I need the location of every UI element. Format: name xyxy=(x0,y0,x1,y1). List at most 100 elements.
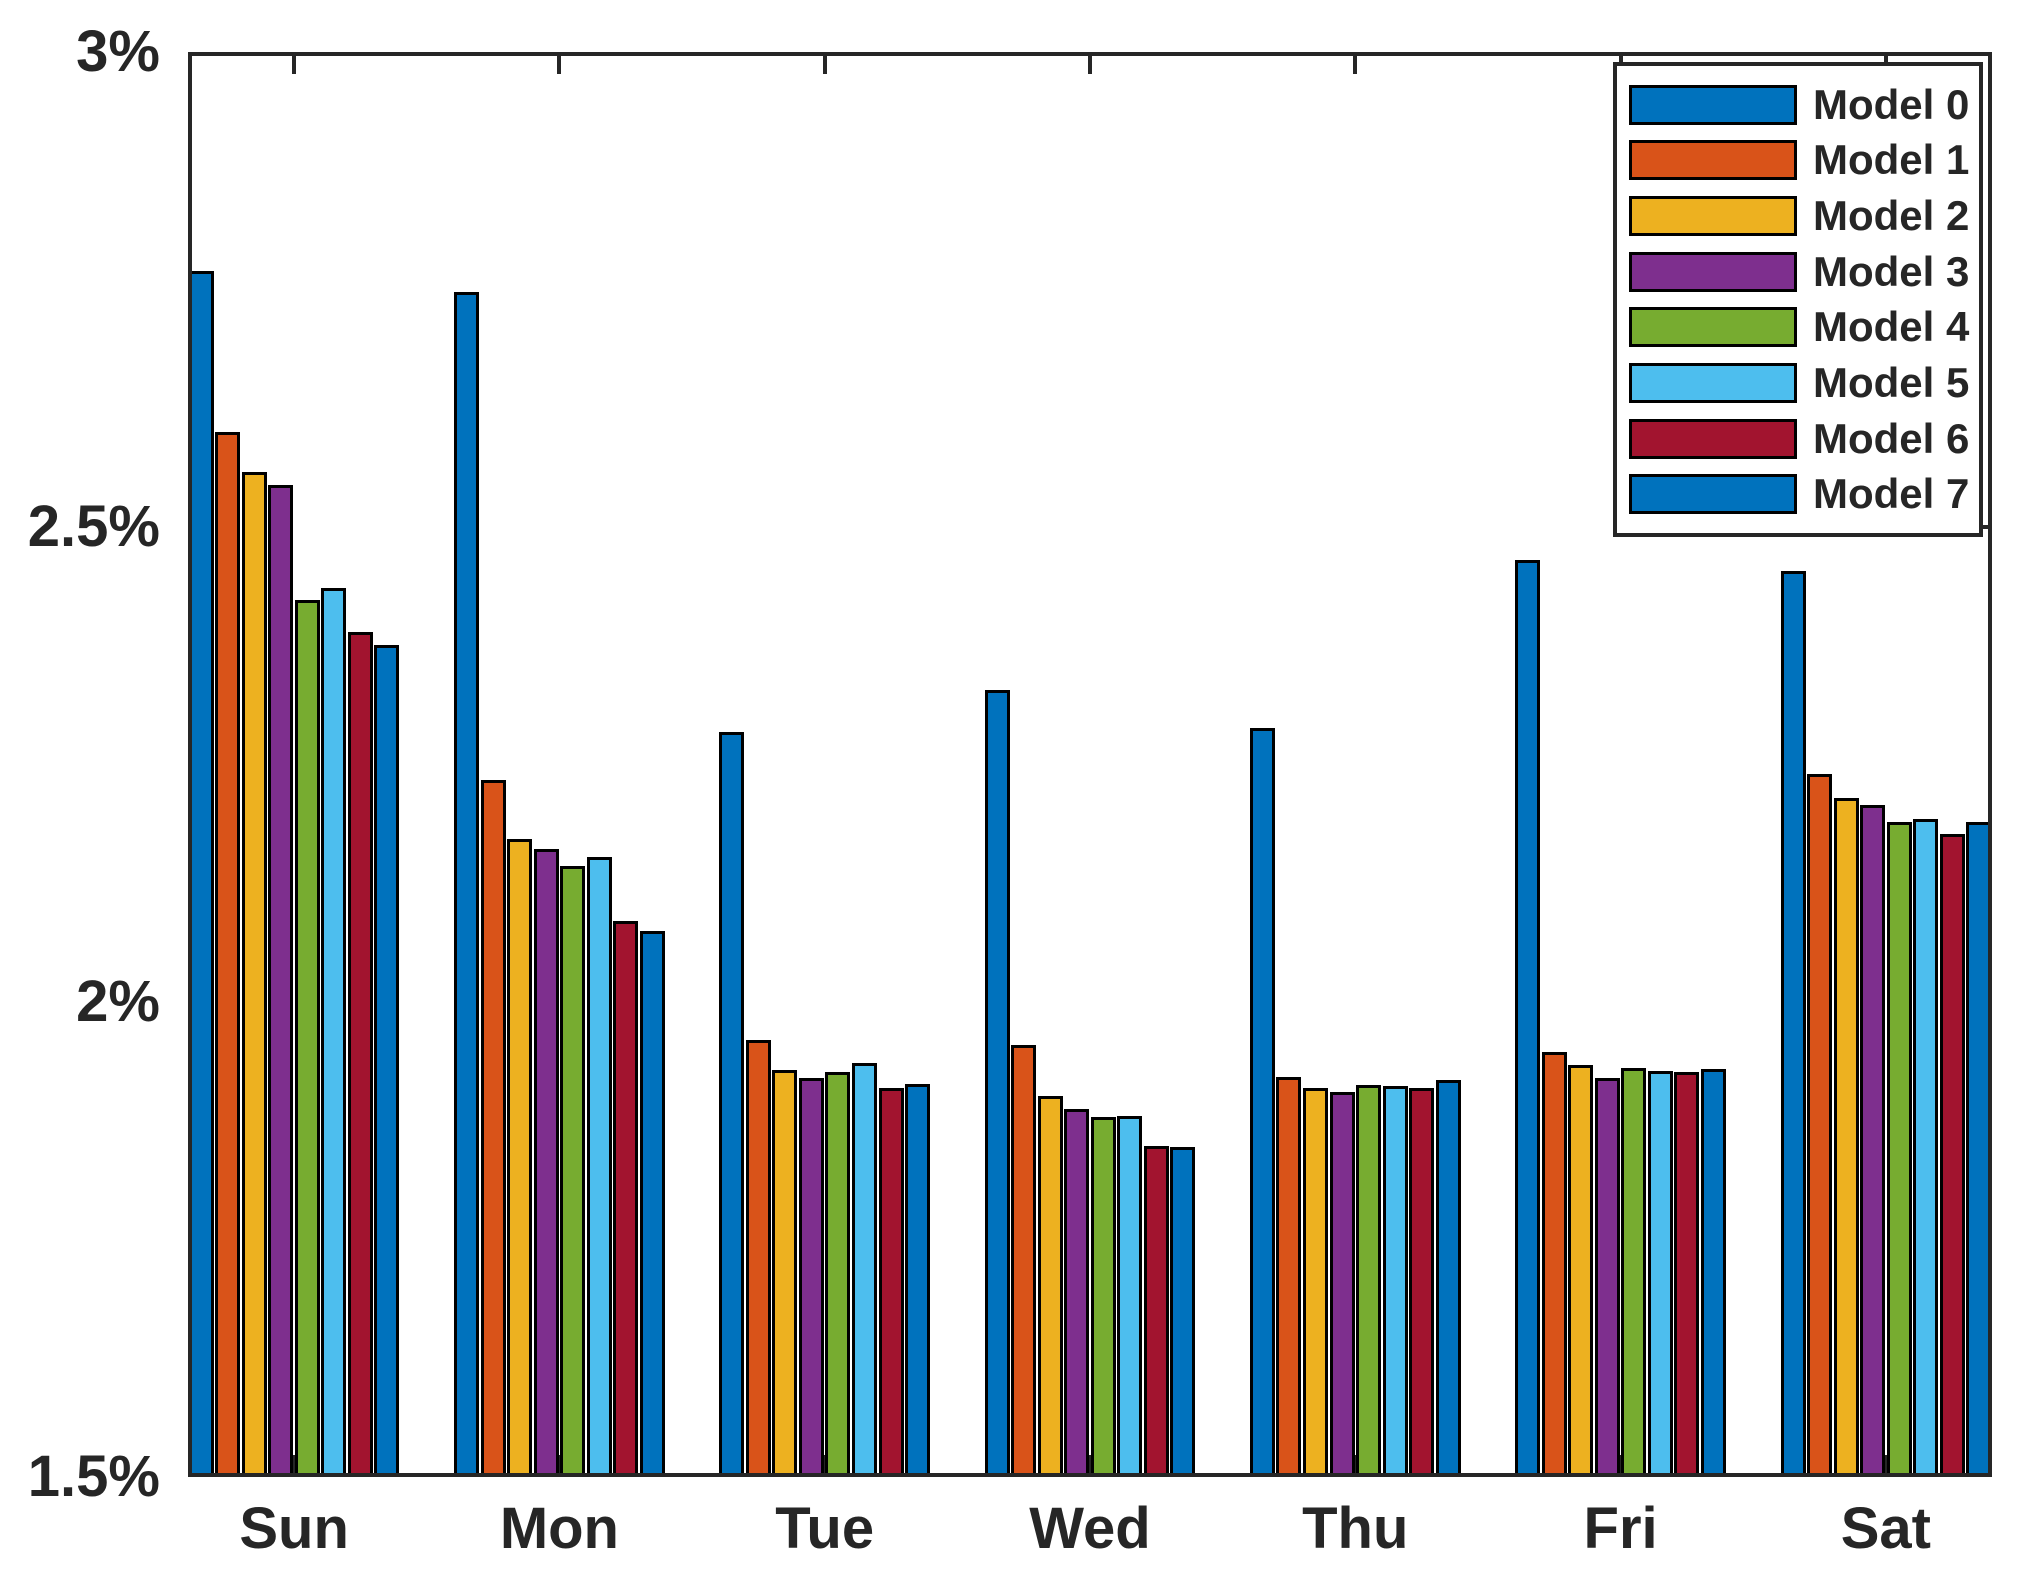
legend-label: Model 0 xyxy=(1813,80,1970,128)
x-tick-mark xyxy=(292,56,297,74)
bar xyxy=(1833,797,1859,1477)
legend-swatch xyxy=(1629,251,1797,292)
bar xyxy=(268,485,294,1477)
legend-swatch xyxy=(1629,474,1797,515)
x-category-label: Fri xyxy=(1583,1496,1658,1561)
bar xyxy=(639,930,665,1477)
legend: Model 0 Model 1 Model 2 Model 3 Model 4 … xyxy=(1613,62,1983,537)
x-category-label: Mon xyxy=(499,1496,619,1561)
bar xyxy=(294,600,320,1477)
bar xyxy=(480,779,506,1477)
legend-entry: Model 1 xyxy=(1629,139,1979,181)
x-tick-mark xyxy=(557,1455,562,1473)
bar xyxy=(1037,1096,1063,1477)
bar xyxy=(1011,1044,1037,1477)
legend-entry: Model 2 xyxy=(1629,191,1979,239)
x-category-label: Sun xyxy=(239,1496,349,1561)
legend-entry: Model 4 xyxy=(1629,306,1979,348)
bar xyxy=(905,1083,931,1477)
bar xyxy=(241,471,267,1477)
bar xyxy=(1621,1067,1647,1477)
bar xyxy=(1382,1085,1408,1477)
bar xyxy=(1568,1064,1594,1477)
bar xyxy=(1939,833,1965,1477)
y-tick-label: 2.5% xyxy=(27,494,160,559)
bar xyxy=(719,732,745,1477)
bar xyxy=(188,270,214,1477)
y-tick-label: 2% xyxy=(76,969,160,1034)
bar xyxy=(1143,1146,1169,1477)
bar xyxy=(1807,774,1833,1477)
bar xyxy=(1674,1072,1700,1477)
bar xyxy=(560,866,586,1477)
legend-entry: Model 3 xyxy=(1629,247,1979,295)
bar xyxy=(1356,1084,1382,1477)
x-tick-mark xyxy=(1088,56,1092,74)
bar xyxy=(1276,1077,1302,1477)
x-tick-mark xyxy=(822,1455,827,1473)
bar xyxy=(1329,1092,1355,1477)
plot-area xyxy=(188,52,1992,1477)
x-category-label: Thu xyxy=(1302,1496,1409,1561)
bar xyxy=(1780,570,1806,1477)
bar xyxy=(1303,1087,1328,1477)
bar xyxy=(613,921,639,1477)
x-tick-mark xyxy=(557,56,562,74)
legend-swatch xyxy=(1629,418,1797,459)
legend-swatch xyxy=(1629,84,1797,125)
bar xyxy=(825,1072,851,1477)
legend-label: Model 5 xyxy=(1813,358,1970,406)
legend-label: Model 7 xyxy=(1813,470,1970,518)
bar xyxy=(745,1040,771,1477)
bar xyxy=(586,856,612,1477)
bar xyxy=(1594,1078,1620,1477)
bar xyxy=(798,1078,824,1477)
legend-label: Model 3 xyxy=(1813,247,1970,295)
bar xyxy=(1117,1116,1143,1477)
legend-label: Model 2 xyxy=(1813,191,1970,239)
legend-swatch xyxy=(1629,362,1797,403)
bar xyxy=(772,1070,798,1477)
bar xyxy=(1409,1087,1435,1477)
bar xyxy=(1700,1068,1726,1477)
x-tick-mark xyxy=(1883,1455,1888,1473)
y-tick-label: 3% xyxy=(76,19,160,84)
legend-entry: Model 7 xyxy=(1629,473,1979,515)
legend-label: Model 6 xyxy=(1813,414,1970,462)
legend-label: Model 4 xyxy=(1813,303,1970,351)
bar xyxy=(1886,822,1912,1477)
bar xyxy=(1913,818,1939,1477)
bar xyxy=(321,587,347,1477)
legend-entry: Model 6 xyxy=(1629,414,1979,462)
bar xyxy=(1860,805,1886,1477)
bar xyxy=(533,849,559,1477)
legend-entry: Model 0 xyxy=(1629,80,1979,128)
bar xyxy=(507,838,533,1477)
bar xyxy=(1966,821,1992,1477)
bar xyxy=(215,432,241,1477)
x-tick-mark xyxy=(1618,1455,1623,1473)
bar xyxy=(1515,560,1541,1477)
bar xyxy=(1090,1116,1116,1477)
x-tick-mark xyxy=(1353,1455,1358,1473)
legend-entry: Model 5 xyxy=(1629,358,1979,406)
bar xyxy=(347,632,373,1477)
bar xyxy=(1435,1079,1461,1477)
bar xyxy=(1170,1147,1196,1477)
x-tick-mark xyxy=(292,1455,297,1473)
y-tick-label: 1.5% xyxy=(27,1444,160,1509)
x-tick-mark xyxy=(1088,1455,1092,1473)
bar xyxy=(454,292,480,1477)
x-tick-mark xyxy=(822,56,827,74)
x-category-label: Sat xyxy=(1840,1496,1931,1561)
legend-swatch xyxy=(1629,195,1797,236)
bar xyxy=(1541,1052,1567,1477)
x-category-label: Tue xyxy=(775,1496,875,1561)
legend-label: Model 1 xyxy=(1813,136,1970,184)
legend-swatch xyxy=(1629,140,1797,181)
x-tick-mark xyxy=(1353,56,1358,74)
bar xyxy=(878,1088,904,1477)
bar xyxy=(984,690,1010,1477)
bar xyxy=(1249,728,1275,1477)
